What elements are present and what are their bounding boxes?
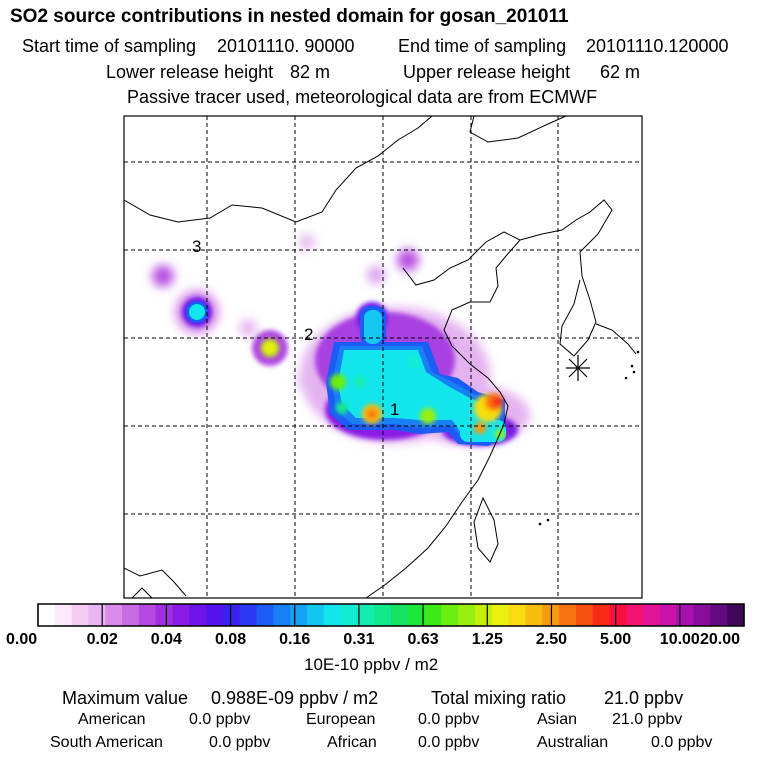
colorbar-frame — [37, 603, 745, 627]
colorbar-swatch — [391, 604, 409, 626]
marker-3: 3 — [192, 237, 201, 256]
colorbar-swatch — [88, 604, 106, 626]
region-value-australian: 0.0 ppbv — [651, 734, 713, 751]
end-time-value: 20101110.120000 — [586, 36, 729, 56]
region-name-australian: Australian — [537, 734, 609, 751]
region-value-european: 0.0 ppbv — [418, 711, 480, 728]
region-name-american: American — [78, 711, 146, 728]
colorbar-swatch — [491, 604, 510, 626]
colorbar-tick-label: 2.50 — [535, 631, 568, 648]
start-time-label: Start time of sampling — [22, 36, 197, 56]
upper-height-value: 62 m — [600, 62, 641, 82]
colorbar-tick-label: 0.02 — [86, 631, 118, 648]
colorbar-swatch — [189, 604, 207, 626]
region-value-asian: 21.0 ppbv — [612, 711, 683, 728]
colorbar-swatch — [273, 604, 291, 626]
colorbar-swatch — [172, 604, 190, 626]
max-value: 0.988E-09 ppbv / m2 — [211, 688, 379, 708]
colorbar-tick-label: 0.00 — [6, 631, 38, 648]
colorbar-swatch — [458, 604, 476, 626]
colorbar-swatch — [727, 604, 745, 626]
colorbar-swatch — [122, 604, 140, 626]
colorbar-tick-label: 0.16 — [279, 631, 311, 648]
colorbar-swatch — [138, 604, 157, 626]
colorbar-tick-label: 0.08 — [214, 631, 247, 648]
receptor-asterisk-icon — [566, 355, 590, 381]
colorbar-swatch — [323, 604, 342, 626]
colorbar-swatch — [559, 604, 577, 626]
tracer-note: Passive tracer used, meteorological data… — [127, 87, 598, 107]
colorbar-tick-label: 5.00 — [600, 631, 632, 648]
region-name-european: European — [306, 711, 376, 728]
region-name-asian: Asian — [537, 711, 578, 728]
colorbar-swatch — [441, 604, 459, 626]
colorbar-swatch — [374, 604, 392, 626]
colorbar-swatch — [71, 604, 90, 626]
colorbar-tick-label: 20.00 — [700, 631, 741, 648]
colorbar-swatch — [693, 604, 711, 626]
region-value-american: 0.0 ppbv — [189, 711, 251, 728]
plume-hotspots — [261, 339, 505, 439]
map-grid — [124, 116, 642, 598]
colorbar-swatch — [575, 604, 594, 626]
small-islands — [538, 350, 640, 526]
upper-height-label: Upper release height — [403, 62, 571, 82]
colorbar-swatch — [155, 604, 174, 626]
lower-height-value: 82 m — [290, 62, 331, 82]
total-mixing-value: 21.0 ppbv — [604, 688, 684, 708]
colorbar-swatch — [256, 604, 274, 626]
marker-2: 2 — [304, 325, 313, 344]
colorbar-swatch — [710, 604, 728, 626]
colorbar-swatch — [340, 604, 358, 626]
colorbar-tick-label: 1.25 — [471, 631, 503, 648]
map-frame — [123, 115, 643, 599]
colorbar-swatch — [643, 604, 661, 626]
colorbar-swatch — [239, 604, 258, 626]
colorbar-tick-label: 0.04 — [150, 631, 182, 648]
colorbar-swatch — [54, 604, 73, 626]
colorbar-swatch — [105, 604, 123, 626]
region-name-south-american: South American — [50, 734, 163, 751]
colorbar-swatch — [475, 604, 493, 626]
colorbar-swatch — [206, 604, 224, 626]
colorbar-swatch — [676, 604, 695, 626]
end-time-label: End time of sampling — [398, 36, 567, 56]
colorbar-swatch — [38, 604, 56, 626]
colorbar-tick-label: 0.63 — [407, 631, 439, 648]
region-value-african: 0.0 ppbv — [418, 734, 480, 751]
colorbar-swatch — [306, 604, 325, 626]
region-name-african: African — [327, 734, 377, 751]
region-value-south-american: 0.0 ppbv — [209, 734, 271, 751]
colorbar-tick-label: 0.31 — [343, 631, 375, 648]
colorbar-swatch — [525, 604, 543, 626]
colorbar-tick-label: 10.00 — [659, 631, 700, 648]
marker-1: 1 — [390, 400, 399, 419]
colorbar-unit: 10E-10 ppbv / m2 — [304, 655, 439, 674]
colorbar-swatch — [424, 604, 443, 626]
colorbar — [37, 603, 745, 627]
colorbar-swatch — [357, 604, 375, 626]
colorbar-swatch — [290, 604, 308, 626]
colorbar-swatch — [407, 604, 426, 626]
colorbar-swatch — [626, 604, 644, 626]
colorbar-swatch — [592, 604, 611, 626]
colorbar-swatch — [508, 604, 527, 626]
start-time-value: 20101110. 90000 — [217, 36, 355, 56]
total-mixing-label: Total mixing ratio — [431, 688, 567, 708]
colorbar-swatch — [659, 604, 678, 626]
max-value-label: Maximum value — [62, 688, 189, 708]
page-title: SO2 source contributions in nested domai… — [10, 6, 569, 27]
lower-height-label: Lower release height — [106, 62, 274, 82]
colorbar-swatch — [222, 604, 241, 626]
colorbar-swatch — [609, 604, 627, 626]
